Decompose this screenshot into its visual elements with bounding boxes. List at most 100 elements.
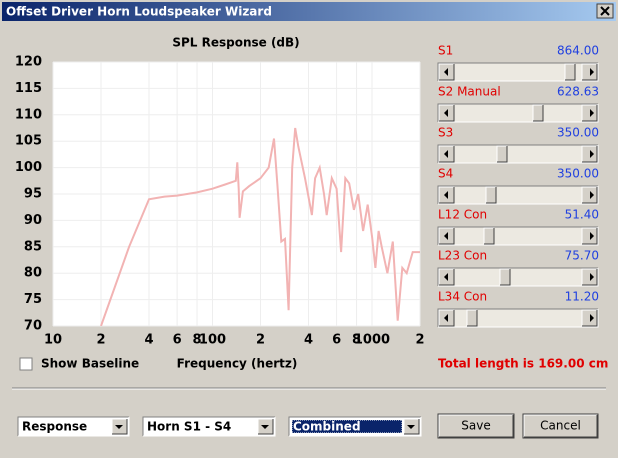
- x-tick-label: 10: [44, 333, 62, 348]
- x-tick-label: 6: [332, 333, 341, 348]
- slider-arrow: [582, 64, 597, 80]
- bevel: [438, 104, 454, 121]
- dropdown-text: Response: [22, 420, 87, 434]
- y-tick-label: 105: [15, 134, 42, 149]
- chart-title: SPL Response (dB): [172, 36, 299, 50]
- bevel: [532, 104, 543, 121]
- bevel: [18, 417, 130, 437]
- arrow-glyph: [444, 109, 448, 117]
- bevel: [438, 104, 599, 123]
- bevel: [499, 268, 510, 285]
- bevel: [582, 187, 598, 204]
- bevel: [439, 415, 514, 438]
- x-tick-label: 4: [145, 333, 154, 348]
- dropdown[interactable]: Combined: [288, 416, 422, 437]
- slider-thumb: [565, 64, 575, 80]
- bevel: [581, 63, 597, 80]
- button-label: Cancel: [540, 419, 581, 433]
- bevel: [404, 419, 420, 435]
- slider-value: 864.00: [557, 44, 599, 58]
- bevel: [500, 269, 511, 286]
- arrow-glyph: [590, 232, 594, 240]
- slider[interactable]: [437, 226, 599, 246]
- bevel: [497, 146, 508, 163]
- dropdown[interactable]: Horn S1 - S4: [142, 416, 276, 437]
- total-length: Total length is 169.00 cm: [438, 357, 608, 371]
- y-tick-label: 115: [15, 81, 42, 96]
- arrow-glyph: [590, 273, 594, 281]
- y-tick-label: 70: [24, 319, 42, 334]
- bevel: [581, 227, 597, 244]
- bevel: [467, 310, 478, 327]
- bevel: [437, 308, 598, 327]
- bevel: [582, 146, 598, 163]
- bevel: [438, 414, 513, 437]
- slider[interactable]: [437, 62, 599, 82]
- arrow-glyph: [115, 425, 123, 429]
- bevel: [112, 419, 128, 435]
- bevel: [564, 63, 575, 80]
- x-tick-label: 8: [193, 333, 202, 348]
- selection: [291, 419, 403, 434]
- dropdown-box: [143, 417, 275, 436]
- button-face: [437, 413, 515, 439]
- arrow-glyph: [444, 314, 448, 322]
- slider[interactable]: [437, 267, 599, 287]
- checkbox-label[interactable]: Show Baseline: [41, 357, 139, 371]
- bevel: [257, 418, 273, 434]
- slider[interactable]: [437, 308, 599, 328]
- slider-arrow: [582, 105, 597, 121]
- response-line: [100, 127, 420, 326]
- slider-track: [438, 309, 598, 327]
- slider-arrow: [582, 146, 597, 162]
- bevel: [485, 186, 496, 203]
- slider-label: L34 Con: [438, 290, 487, 304]
- y-tick-label: 120: [15, 55, 42, 70]
- close-button[interactable]: [596, 3, 614, 19]
- button-label: Save: [461, 419, 490, 433]
- show-baseline-checkbox[interactable]: [19, 357, 33, 371]
- slider[interactable]: [437, 103, 599, 123]
- bevel: [142, 416, 275, 436]
- bevel: [437, 103, 598, 122]
- slider-track: [438, 186, 598, 204]
- bevel: [582, 310, 598, 327]
- arrow-glyph: [590, 68, 594, 76]
- button[interactable]: Cancel: [522, 413, 599, 439]
- arrow-glyph: [407, 425, 415, 429]
- y-tick-label: 85: [24, 239, 42, 254]
- arrow-glyph: [444, 191, 448, 199]
- slider-value: 350.00: [557, 167, 599, 181]
- slider-thumb: [497, 146, 507, 162]
- bevel: [524, 415, 598, 438]
- dropdown[interactable]: Response: [17, 416, 130, 437]
- bevel: [288, 416, 421, 436]
- arrow-glyph: [444, 273, 448, 281]
- slider[interactable]: [437, 185, 599, 205]
- bevel: [438, 145, 454, 162]
- x-axis-label: Frequency (hertz): [177, 357, 298, 371]
- slider[interactable]: [437, 144, 599, 164]
- bevel: [582, 64, 598, 81]
- bevel: [439, 105, 455, 122]
- slider-value: 11.20: [565, 290, 599, 304]
- button[interactable]: Save: [437, 413, 515, 439]
- bevel: [439, 228, 455, 245]
- bevel: [581, 104, 597, 121]
- bevel: [581, 145, 597, 162]
- slider-value: 51.40: [565, 208, 599, 222]
- bevel: [438, 63, 599, 82]
- bevel: [438, 309, 454, 326]
- slider-arrow: [582, 310, 597, 326]
- slider-thumb: [500, 269, 510, 285]
- arrow-glyph: [590, 191, 594, 199]
- bevel: [438, 309, 599, 328]
- bevel: [523, 414, 597, 437]
- y-tick-label: 110: [15, 107, 42, 122]
- bevel: [437, 62, 598, 81]
- x-tick-label: 2: [96, 333, 105, 348]
- slider-arrow: [582, 228, 597, 244]
- x-tick-label: 2: [415, 333, 424, 348]
- bevel: [582, 105, 598, 122]
- slider-track: [438, 63, 598, 81]
